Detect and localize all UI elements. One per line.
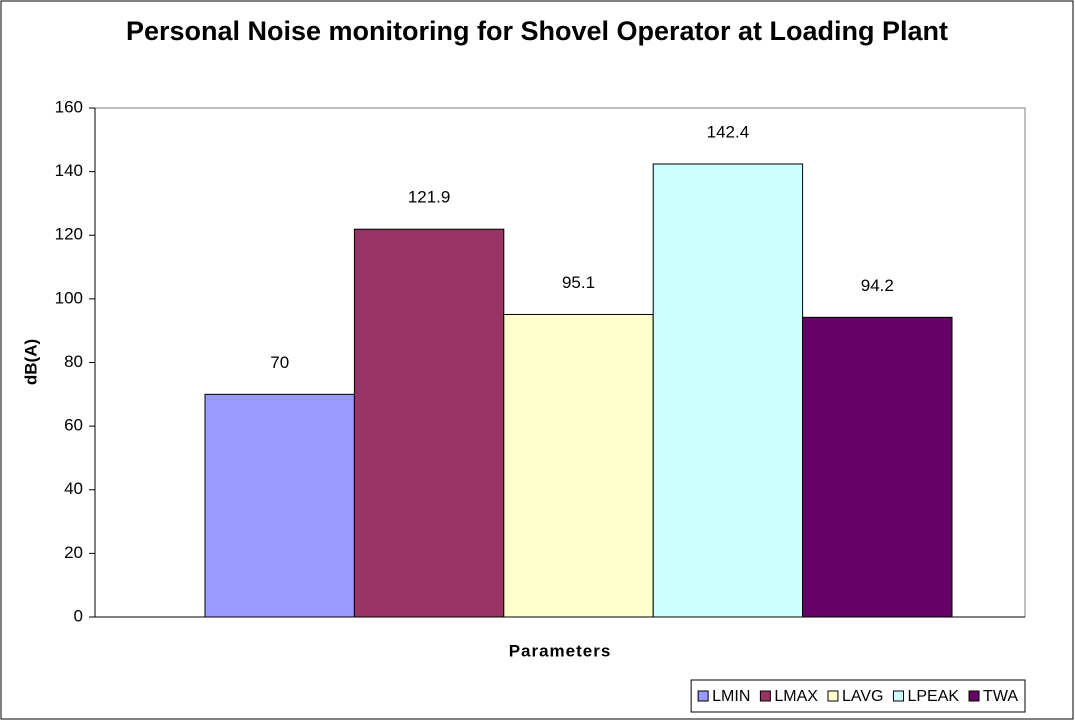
legend-label: LMAX [774, 688, 818, 705]
legend-swatch [697, 690, 709, 702]
legend-swatch [827, 690, 839, 702]
bar [652, 163, 804, 618]
x-axis-title: Parameters [509, 641, 612, 660]
legend-swatch [968, 690, 980, 702]
data-label: 95.1 [562, 273, 595, 292]
y-tick-label: 80 [64, 352, 83, 371]
y-tick-label: 160 [55, 97, 83, 116]
chart-title: Personal Noise monitoring for Shovel Ope… [125, 16, 949, 46]
data-label: 121.9 [408, 188, 451, 207]
data-label: 142.4 [707, 122, 750, 141]
legend-label: TWA [983, 688, 1018, 705]
y-tick-label: 120 [55, 225, 83, 244]
data-label: 70 [270, 353, 289, 372]
legend-label: LAVG [842, 688, 884, 705]
legend-label: LMIN [712, 688, 750, 705]
bar [802, 316, 953, 618]
y-tick-label: 60 [64, 416, 83, 435]
y-tick-label: 0 [74, 606, 83, 625]
legend-label: LPEAK [907, 688, 959, 705]
y-tick-label: 140 [55, 161, 83, 180]
legend [690, 679, 1026, 713]
bar [353, 228, 505, 618]
legend-swatch [892, 690, 904, 702]
bar [503, 313, 654, 618]
y-tick-label: 40 [64, 479, 83, 498]
y-tick-label: 20 [64, 543, 83, 562]
y-tick-label: 100 [55, 288, 83, 307]
legend-swatch [759, 690, 771, 702]
bar [204, 393, 355, 618]
y-axis-title: dB(A) [21, 339, 40, 385]
data-label: 94.2 [861, 276, 894, 295]
